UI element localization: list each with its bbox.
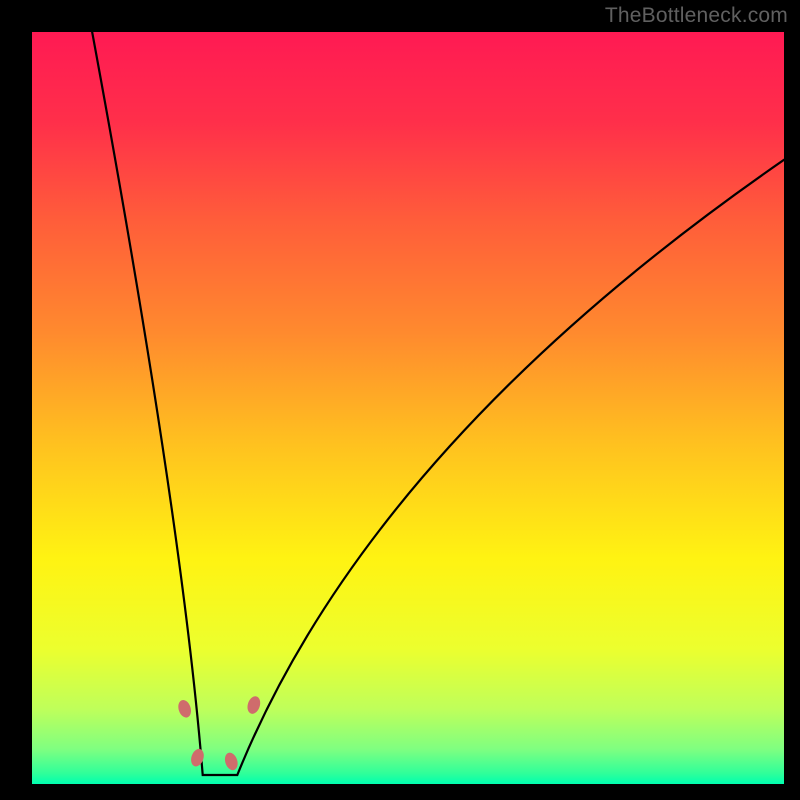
marker-point xyxy=(223,751,240,772)
curve-markers xyxy=(176,695,262,772)
plot-area xyxy=(32,32,784,784)
marker-point xyxy=(189,747,206,768)
marker-point xyxy=(176,698,193,719)
watermark-text: TheBottleneck.com xyxy=(605,4,788,28)
marker-point xyxy=(245,695,262,716)
curve-path xyxy=(92,32,784,775)
bottleneck-curve xyxy=(32,32,784,784)
figure-canvas: TheBottleneck.com xyxy=(0,0,800,800)
